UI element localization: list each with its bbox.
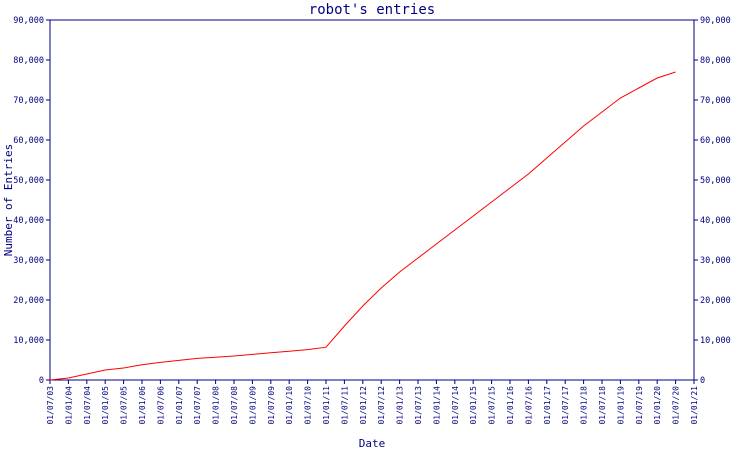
x-tick-label: 01/01/17 xyxy=(543,386,552,425)
x-tick-label: 01/01/08 xyxy=(212,386,221,425)
x-tick-label: 01/01/20 xyxy=(653,386,662,425)
y-tick-label-left: 70,000 xyxy=(13,96,44,106)
x-tick-label: 01/01/06 xyxy=(138,386,147,425)
x-tick-label: 01/07/12 xyxy=(377,386,386,425)
x-tick-label: 01/01/09 xyxy=(248,386,257,425)
x-tick-label: 01/07/05 xyxy=(120,386,129,425)
x-tick-label: 01/01/11 xyxy=(322,386,331,425)
y-tick-label-left: 20,000 xyxy=(13,296,44,306)
x-axis: 01/07/03 01/01/04 01/07/04 01/01/05 01/07/05… xyxy=(46,380,699,425)
x-tick-label: 01/07/16 xyxy=(524,386,533,425)
y-tick-label-right: 70,000 xyxy=(700,96,731,106)
y-axis-right: 0 10,000 20,000 30,000 40,000 50,000 60,000 70,… xyxy=(694,16,731,386)
y-tick-label-right: 10,000 xyxy=(700,336,731,346)
y-tick-label-right: 50,000 xyxy=(700,176,731,186)
y-axis-left: 0 10,000 20,000 30,000 40,000 50,000 60,000 70,… xyxy=(13,16,50,386)
y-tick-label-right: 60,000 xyxy=(700,136,731,146)
y-tick-label-left: 10,000 xyxy=(13,336,44,346)
x-tick-label: 01/07/20 xyxy=(672,386,681,425)
y-tick-label-right: 20,000 xyxy=(700,296,731,306)
y-tick-label-right: 30,000 xyxy=(700,256,731,266)
y-tick-label-right: 40,000 xyxy=(700,216,731,226)
x-tick-label: 01/01/04 xyxy=(64,386,73,425)
x-axis-label: Date xyxy=(359,437,386,450)
x-tick-label: 01/07/07 xyxy=(193,386,202,425)
y-tick-label-right: 90,000 xyxy=(700,16,731,26)
x-tick-label: 01/01/13 xyxy=(396,386,405,425)
y-tick-label-right: 0 xyxy=(700,376,705,386)
x-tick-label: 01/07/15 xyxy=(488,386,497,425)
x-tick-label: 01/01/12 xyxy=(359,386,368,425)
x-tick-label: 01/07/11 xyxy=(340,386,349,425)
x-tick-label: 01/01/18 xyxy=(580,386,589,425)
x-tick-label: 01/01/21 xyxy=(690,386,699,425)
chart-title: robot's entries xyxy=(309,2,435,18)
x-tick-label: 01/01/10 xyxy=(285,386,294,425)
x-tick-label: 01/01/14 xyxy=(432,386,441,425)
x-tick-label: 01/07/19 xyxy=(635,386,644,425)
y-axis-label: Number of Entries xyxy=(2,144,15,257)
x-tick-label: 01/07/03 xyxy=(46,386,55,425)
y-tick-label-left: 60,000 xyxy=(13,136,44,146)
y-tick-label-left: 80,000 xyxy=(13,56,44,66)
x-tick-label: 01/01/07 xyxy=(175,386,184,425)
y-tick-label-left: 40,000 xyxy=(13,216,44,226)
series-line xyxy=(49,71,676,381)
y-tick-label-left: 50,000 xyxy=(13,176,44,186)
x-tick-label: 01/07/14 xyxy=(451,386,460,425)
x-tick-label: 01/07/10 xyxy=(304,386,313,425)
x-tick-label: 01/01/19 xyxy=(616,386,625,425)
y-tick-label-right: 80,000 xyxy=(700,56,731,66)
x-tick-label: 01/07/08 xyxy=(230,386,239,425)
x-tick-label: 01/07/09 xyxy=(267,386,276,425)
x-tick-label: 01/07/17 xyxy=(561,386,570,425)
x-tick-label: 01/07/04 xyxy=(83,386,92,425)
y-tick-label-left: 90,000 xyxy=(13,16,44,26)
x-tick-label: 01/07/13 xyxy=(414,386,423,425)
x-tick-label: 01/01/16 xyxy=(506,386,515,425)
plot-frame xyxy=(49,19,695,381)
y-tick-label-left: 0 xyxy=(39,376,44,386)
x-tick-label: 01/01/15 xyxy=(469,386,478,425)
y-tick-label-left: 30,000 xyxy=(13,256,44,266)
x-tick-label: 01/07/18 xyxy=(598,386,607,425)
x-tick-label: 01/07/06 xyxy=(156,386,165,425)
x-tick-label: 01/01/05 xyxy=(101,386,110,425)
